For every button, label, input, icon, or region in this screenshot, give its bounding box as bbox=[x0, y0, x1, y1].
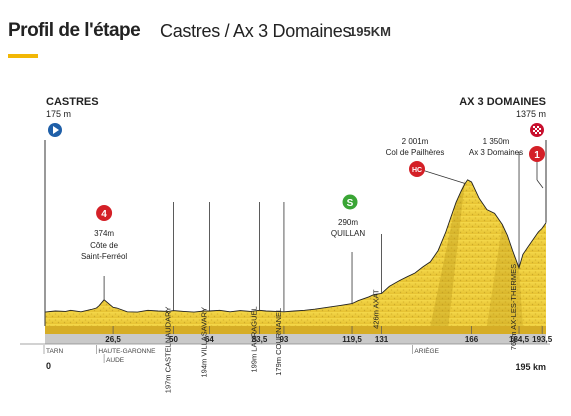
checkered-square bbox=[535, 132, 537, 134]
title-accent-bar bbox=[8, 54, 38, 58]
relief-shade bbox=[430, 179, 466, 326]
km-label: 93 bbox=[279, 335, 288, 344]
climb-category-badge bbox=[409, 161, 425, 177]
checkered-square bbox=[533, 126, 535, 128]
sprint-altitude: 290m bbox=[338, 218, 358, 227]
town-label: 179m COURNANEL bbox=[274, 308, 283, 376]
region-label: AUDE bbox=[106, 357, 125, 364]
km-label: 131 bbox=[375, 335, 389, 344]
page-title: Profil de l'étape bbox=[8, 20, 141, 41]
km-label: 50 bbox=[169, 335, 178, 344]
climb-line bbox=[421, 169, 466, 184]
stage-route: Castres / Ax 3 Domaines bbox=[160, 21, 352, 41]
start-km-label: 0 bbox=[46, 361, 51, 371]
km-label: 83,5 bbox=[252, 335, 268, 344]
km-label: 64 bbox=[205, 335, 214, 344]
play-icon bbox=[53, 126, 59, 134]
stage-distance: 195KM bbox=[349, 24, 391, 39]
climb-line bbox=[536, 179, 544, 189]
start-place-altitude: 175 m bbox=[46, 109, 71, 119]
finish-place-name: AX 3 DOMAINES bbox=[459, 96, 546, 108]
km-label: 193,5 bbox=[532, 335, 553, 344]
region-label: TARN bbox=[46, 348, 64, 355]
region-label: ARIÈGE bbox=[414, 346, 439, 355]
town-label: 426m AXAT bbox=[372, 289, 381, 329]
town-label: 197m CASTELNAUDARY bbox=[163, 307, 172, 394]
checkered-square bbox=[535, 128, 537, 130]
climb-name: Saint-Ferréol bbox=[81, 252, 127, 261]
climb-altitude: 374m bbox=[94, 229, 114, 238]
ground-band bbox=[45, 326, 546, 334]
km-label: 166 bbox=[465, 335, 479, 344]
km-label: 184,5 bbox=[509, 335, 530, 344]
town-label: 768m AX-LES-THERMES bbox=[509, 264, 518, 350]
profile-outline bbox=[44, 179, 547, 313]
checkered-square bbox=[537, 126, 539, 128]
finish-place-altitude: 1375 m bbox=[516, 109, 546, 119]
sprint-badge-label: S bbox=[347, 198, 354, 209]
km-band bbox=[45, 334, 546, 344]
climb-category-label: 4 bbox=[101, 209, 107, 220]
climb-category-label: 1 bbox=[534, 150, 540, 161]
checkered-square bbox=[539, 132, 541, 134]
sprint-badge bbox=[342, 194, 358, 210]
climb-name: Côte de bbox=[90, 241, 119, 250]
checkered-square bbox=[539, 128, 541, 130]
terrain-area bbox=[45, 179, 546, 326]
sprint-name: QUILLAN bbox=[331, 229, 365, 238]
climb-category-badge bbox=[529, 146, 545, 162]
checkered-square bbox=[537, 130, 539, 132]
region-label: HAUTE-GARONNE bbox=[98, 348, 156, 355]
checkered-square bbox=[533, 130, 535, 132]
climb-altitude: 1 350m bbox=[483, 137, 510, 146]
climb-name: Col de Pailhères bbox=[386, 148, 445, 157]
town-label: 199m LAURAGUEL bbox=[250, 306, 259, 372]
km-label: 26,5 bbox=[105, 335, 121, 344]
climb-altitude: 2 001m bbox=[402, 137, 429, 146]
climb-name: Ax 3 Domaines bbox=[469, 148, 523, 157]
end-km-label: 195 km bbox=[515, 362, 546, 372]
start-place-name: CASTRES bbox=[46, 96, 99, 108]
relief-shade bbox=[486, 224, 523, 326]
km-label: 119,5 bbox=[342, 335, 362, 344]
climb-category-label: HC bbox=[412, 167, 422, 174]
stage-profile-chart: 26,5 50 64 83,5 93 119,5 131 166 184,5 193,5 0 195 … bbox=[20, 96, 553, 394]
climb-category-badge bbox=[96, 205, 113, 221]
town-label: 194m VILLASAVARY bbox=[199, 307, 208, 377]
